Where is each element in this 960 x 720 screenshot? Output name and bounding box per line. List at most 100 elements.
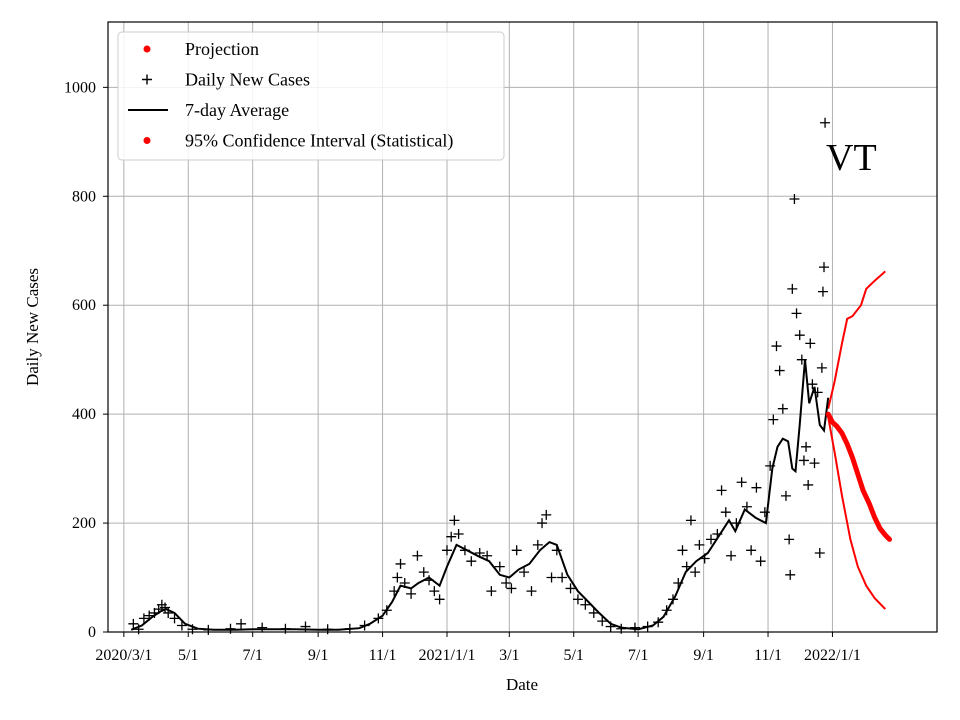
daily-case-point — [736, 477, 747, 488]
daily-case-point — [300, 621, 311, 632]
daily-case-point — [546, 572, 557, 583]
daily-case-point — [731, 518, 742, 529]
y-tick-label: 600 — [72, 297, 96, 314]
daily-case-point — [187, 624, 198, 635]
daily-case-point — [359, 620, 370, 631]
daily-case-point — [774, 365, 785, 376]
daily-case-point — [716, 485, 727, 496]
legend: Projection Daily New Cases 7-day Average 95… — [117, 31, 505, 161]
x-tick-label: 9/1 — [693, 647, 713, 664]
ci-lower-line — [827, 416, 887, 610]
daily-case-point — [642, 621, 653, 632]
daily-case-point — [726, 550, 737, 561]
daily-case-point — [784, 534, 795, 545]
daily-case-point — [791, 308, 802, 319]
daily-case-point — [787, 283, 798, 294]
y-tick-label: 0 — [88, 624, 96, 641]
legend-item: 95% Confidence Interval (Statistical) — [143, 131, 453, 152]
daily-case-point — [532, 539, 543, 550]
daily-case-point — [768, 414, 779, 425]
daily-case-point — [741, 501, 752, 512]
daily-case-point — [163, 607, 174, 618]
x-tick-label: 11/1 — [369, 647, 397, 664]
daily-case-point — [667, 594, 678, 605]
daily-case-point — [780, 490, 791, 501]
daily-case-point — [777, 403, 788, 414]
daily-case-point — [144, 610, 155, 621]
daily-case-point — [755, 556, 766, 567]
daily-case-point — [236, 618, 247, 629]
daily-case-point — [537, 518, 548, 529]
daily-case-point — [629, 622, 640, 633]
daily-case-point — [160, 602, 171, 613]
daily-case-point — [677, 545, 688, 556]
daily-case-point — [541, 509, 552, 520]
daily-case-point — [812, 387, 823, 398]
daily-case-point — [820, 117, 831, 128]
daily-case-point — [446, 531, 457, 542]
legend-plus-marker — [142, 74, 152, 85]
daily-case-point — [526, 586, 537, 597]
daily-case-point — [765, 460, 776, 471]
y-tick-label: 400 — [72, 406, 96, 423]
daily-case-point — [486, 586, 497, 597]
daily-case-point — [580, 599, 591, 610]
x-tick-label: 2020/3/1 — [95, 647, 152, 664]
x-tick-label: 7/1 — [628, 647, 648, 664]
y-tick-label: 1000 — [64, 79, 96, 96]
daily-case-point — [673, 577, 684, 588]
daily-case-point — [128, 618, 139, 629]
daily-case-point — [805, 338, 816, 349]
daily-case-point — [418, 567, 429, 578]
x-tick-label: 3/1 — [499, 647, 519, 664]
daily-case-point — [803, 479, 814, 490]
daily-case-point — [203, 624, 214, 635]
daily-case-point — [406, 588, 417, 599]
daily-case-point — [807, 379, 818, 390]
daily-case-point — [494, 561, 505, 572]
daily-case-point — [429, 586, 440, 597]
y-tick-label: 800 — [72, 188, 96, 205]
daily-case-point — [685, 515, 696, 526]
daily-case-point — [798, 455, 809, 466]
projection-line — [825, 411, 892, 542]
x-axis-label: Date — [506, 675, 538, 694]
average-line — [130, 359, 830, 631]
daily-case-point — [551, 545, 562, 556]
daily-case-point — [706, 534, 717, 545]
legend-label: Projection — [185, 39, 259, 59]
daily-case-point — [482, 550, 493, 561]
legend-dot-marker — [143, 137, 151, 144]
daily-case-point — [557, 572, 568, 583]
x-tick-label: 9/1 — [308, 647, 328, 664]
daily-case-point — [395, 558, 406, 569]
daily-case-point — [399, 577, 410, 588]
daily-case-point — [176, 620, 187, 631]
daily-case-point — [789, 194, 800, 205]
legend-box — [117, 31, 505, 161]
axis-ticks: 2020/3/1 5/1 7/1 9/1 11/1 2021/1/1 3/1 5/1 7/1 9/… — [64, 79, 861, 664]
daily-case-point — [794, 330, 805, 341]
daily-case-point — [653, 617, 664, 628]
daily-case-point — [746, 545, 757, 556]
daily-case-point — [751, 482, 762, 493]
legend-item: Projection — [143, 39, 259, 59]
daily-case-point — [474, 548, 485, 559]
legend-item: Daily New Cases — [142, 70, 310, 90]
x-tick-label: 5/1 — [178, 647, 198, 664]
daily-case-point — [816, 362, 827, 373]
daily-case-point — [771, 341, 782, 352]
daily-case-point — [466, 556, 477, 567]
daily-case-point — [801, 441, 812, 452]
x-tick-label: 2022/1/1 — [804, 647, 861, 664]
daily-case-point — [597, 616, 608, 627]
x-tick-label: 2021/1/1 — [419, 647, 476, 664]
daily-case-point — [796, 354, 807, 365]
x-tick-label: 11/1 — [754, 647, 782, 664]
daily-case-point — [661, 605, 672, 616]
daily-case-point — [681, 561, 692, 572]
daily-case-point — [588, 607, 599, 618]
legend-label: Daily New Cases — [185, 70, 310, 90]
daily-case-point — [453, 528, 464, 539]
daily-case-point — [694, 539, 705, 550]
